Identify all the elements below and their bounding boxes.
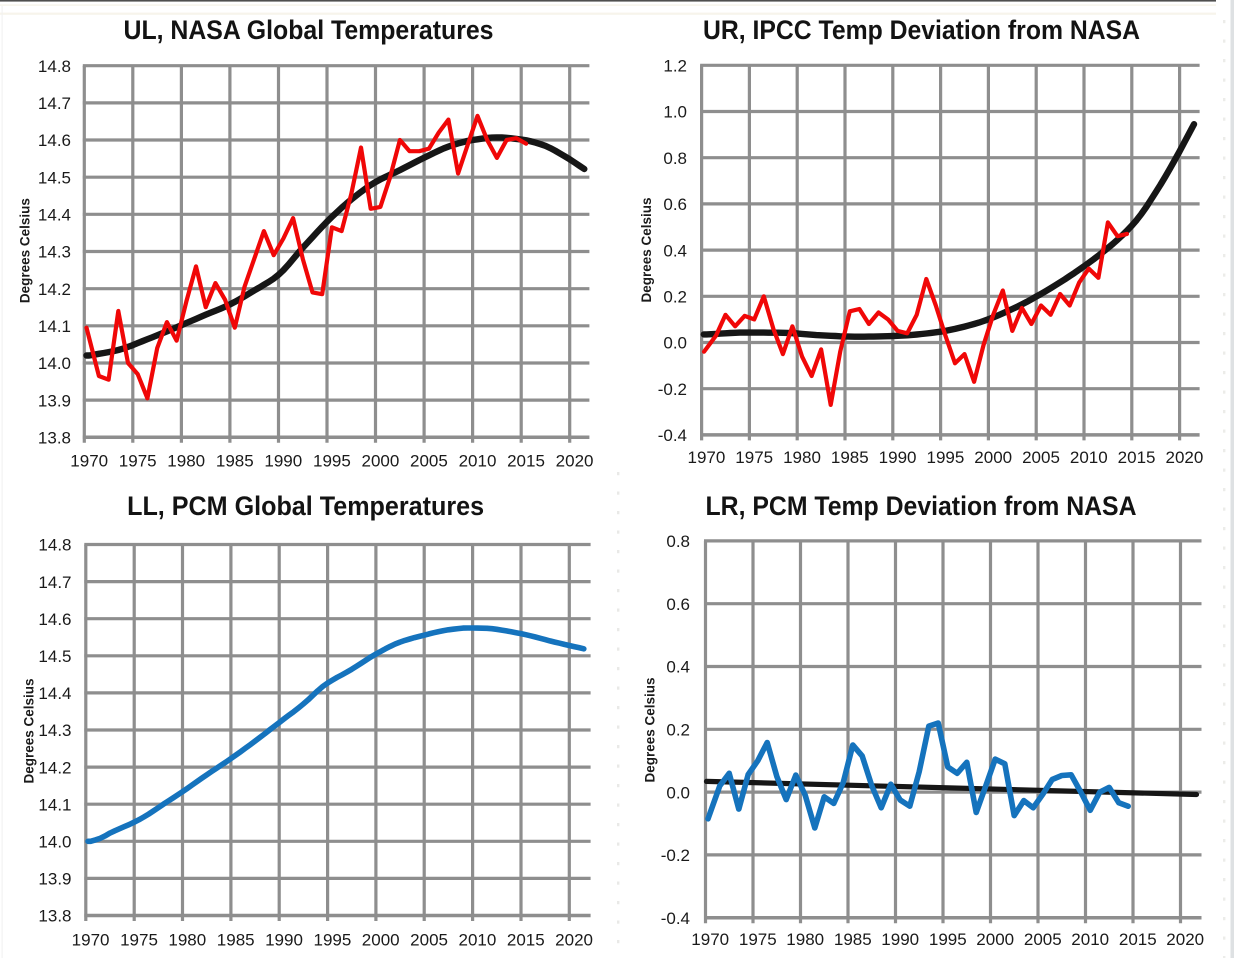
svg-text:Degrees Celsius: Degrees Celsius [639, 197, 654, 302]
svg-text:UL, NASA Global Temperatures: UL, NASA Global Temperatures [124, 15, 494, 45]
svg-text:2020: 2020 [1165, 448, 1203, 467]
svg-text:2005: 2005 [410, 452, 448, 471]
svg-text:1985: 1985 [834, 930, 872, 949]
svg-text:2015: 2015 [507, 452, 545, 471]
svg-text:2020: 2020 [555, 931, 593, 950]
svg-text:2000: 2000 [361, 452, 399, 471]
svg-text:1970: 1970 [687, 448, 725, 467]
svg-text:2010: 2010 [1071, 930, 1109, 949]
svg-text:2005: 2005 [1024, 930, 1062, 949]
svg-text:1980: 1980 [786, 930, 824, 949]
svg-text:14.2: 14.2 [38, 280, 71, 299]
svg-text:1985: 1985 [217, 931, 255, 950]
svg-text:1990: 1990 [265, 931, 303, 950]
svg-text:1995: 1995 [313, 452, 351, 471]
svg-text:2005: 2005 [1022, 448, 1060, 467]
svg-text:2005: 2005 [410, 931, 448, 950]
svg-text:13.8: 13.8 [38, 429, 71, 448]
svg-text:1980: 1980 [783, 448, 821, 467]
svg-text:-0.4: -0.4 [658, 426, 687, 445]
svg-text:1975: 1975 [120, 931, 158, 950]
svg-text:2015: 2015 [507, 931, 545, 950]
svg-text:1970: 1970 [691, 930, 729, 949]
svg-text:2010: 2010 [1070, 448, 1108, 467]
svg-text:14.5: 14.5 [38, 647, 71, 666]
svg-text:0.2: 0.2 [666, 721, 690, 740]
svg-text:14.1: 14.1 [38, 317, 71, 336]
svg-text:1975: 1975 [739, 930, 777, 949]
svg-text:13.8: 13.8 [38, 907, 71, 926]
svg-text:UR, IPCC Temp Deviation from N: UR, IPCC Temp Deviation from NASA [703, 15, 1140, 45]
svg-text:0.4: 0.4 [666, 658, 690, 677]
svg-text:0.6: 0.6 [666, 595, 690, 614]
svg-text:14.6: 14.6 [38, 610, 71, 629]
svg-text:1975: 1975 [119, 452, 157, 471]
svg-text:1970: 1970 [70, 452, 108, 471]
svg-text:2000: 2000 [362, 931, 400, 950]
svg-text:2010: 2010 [459, 452, 497, 471]
svg-text:1980: 1980 [167, 452, 205, 471]
svg-text:1990: 1990 [264, 452, 302, 471]
svg-text:0.2: 0.2 [663, 288, 687, 307]
svg-text:14.2: 14.2 [38, 758, 71, 777]
svg-text:Degrees Celsius: Degrees Celsius [22, 678, 37, 783]
svg-text:1985: 1985 [831, 448, 869, 467]
svg-text:14.0: 14.0 [38, 833, 71, 852]
svg-text:1995: 1995 [926, 448, 964, 467]
svg-text:0.8: 0.8 [666, 532, 690, 551]
svg-text:14.4: 14.4 [38, 206, 71, 225]
svg-text:LL, PCM Global Temperatures: LL, PCM Global Temperatures [127, 491, 484, 521]
svg-text:2020: 2020 [1166, 930, 1204, 949]
svg-text:1990: 1990 [881, 930, 919, 949]
svg-text:Degrees Celsius: Degrees Celsius [18, 198, 33, 303]
svg-text:LR, PCM Temp Deviation from NA: LR, PCM Temp Deviation from NASA [706, 491, 1137, 521]
svg-text:2020: 2020 [556, 452, 594, 471]
svg-text:0.0: 0.0 [663, 334, 687, 353]
svg-text:0.4: 0.4 [663, 241, 687, 260]
svg-text:14.0: 14.0 [38, 354, 71, 373]
svg-text:1.2: 1.2 [663, 57, 687, 76]
svg-text:1980: 1980 [168, 931, 206, 950]
svg-text:2000: 2000 [976, 930, 1014, 949]
svg-text:0.6: 0.6 [663, 195, 687, 214]
svg-text:2015: 2015 [1119, 930, 1157, 949]
svg-text:1995: 1995 [929, 930, 967, 949]
svg-text:14.8: 14.8 [38, 57, 71, 76]
svg-text:-0.4: -0.4 [661, 909, 690, 928]
svg-text:14.3: 14.3 [38, 243, 71, 262]
svg-text:0.8: 0.8 [663, 149, 687, 168]
svg-text:14.8: 14.8 [38, 536, 71, 555]
svg-text:14.1: 14.1 [38, 795, 71, 814]
svg-text:14.5: 14.5 [38, 168, 71, 187]
svg-text:0.0: 0.0 [666, 783, 690, 802]
svg-text:13.9: 13.9 [38, 391, 71, 410]
svg-text:14.7: 14.7 [38, 573, 71, 592]
svg-text:-0.2: -0.2 [658, 380, 687, 399]
svg-text:14.7: 14.7 [38, 94, 71, 113]
svg-text:1970: 1970 [72, 931, 110, 950]
svg-text:2000: 2000 [974, 448, 1012, 467]
svg-text:1975: 1975 [735, 448, 773, 467]
svg-text:1995: 1995 [313, 931, 351, 950]
svg-text:13.9: 13.9 [38, 870, 71, 889]
svg-text:1.0: 1.0 [663, 103, 687, 122]
svg-text:14.6: 14.6 [38, 131, 71, 150]
svg-text:2010: 2010 [458, 931, 496, 950]
svg-text:Degrees Celsius: Degrees Celsius [643, 677, 658, 782]
svg-text:-0.2: -0.2 [661, 846, 690, 865]
svg-text:14.4: 14.4 [38, 684, 71, 703]
svg-text:14.3: 14.3 [38, 721, 71, 740]
svg-text:1985: 1985 [216, 452, 254, 471]
svg-text:2015: 2015 [1118, 448, 1156, 467]
svg-text:1990: 1990 [879, 448, 917, 467]
